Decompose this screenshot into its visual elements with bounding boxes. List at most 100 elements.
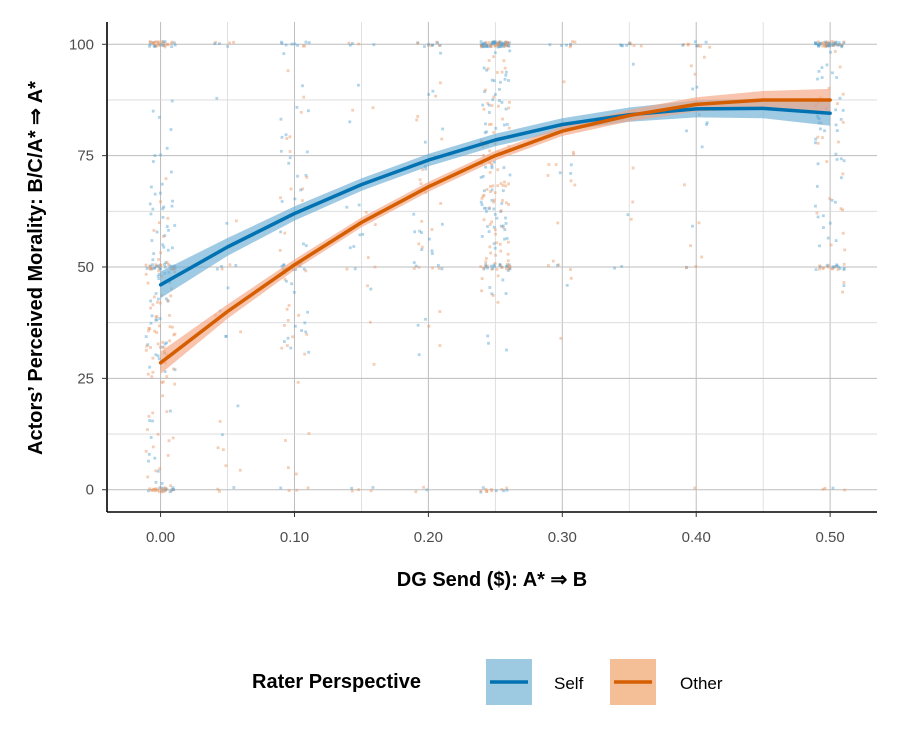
point-other: [228, 41, 232, 45]
point-self: [498, 40, 502, 44]
point-other: [569, 43, 572, 47]
point-self: [372, 43, 376, 47]
point-self: [153, 456, 157, 460]
point-self: [696, 44, 699, 48]
point-other: [151, 488, 155, 492]
point-self: [149, 212, 153, 216]
point-other: [357, 42, 361, 46]
point-other: [155, 315, 159, 319]
point-self: [835, 157, 839, 161]
point-other: [497, 41, 500, 45]
point-self: [837, 41, 841, 45]
point-other: [490, 267, 494, 271]
point-other: [304, 269, 308, 273]
point-other: [439, 81, 442, 85]
point-other: [629, 42, 633, 46]
point-self: [493, 212, 497, 216]
point-self: [816, 215, 820, 219]
point-self: [842, 266, 846, 270]
point-other: [479, 265, 483, 268]
point-other: [507, 264, 511, 268]
point-self: [414, 264, 418, 268]
point-other: [166, 42, 169, 46]
point-self: [226, 45, 230, 48]
point-self: [420, 231, 424, 235]
point-self: [280, 264, 284, 268]
point-self: [498, 264, 502, 267]
point-self: [827, 43, 831, 47]
point-other: [156, 342, 160, 346]
point-other: [440, 137, 444, 141]
point-other: [172, 488, 175, 491]
point-self: [499, 45, 503, 48]
point-self: [482, 45, 485, 49]
point-self: [814, 204, 817, 208]
point-self: [427, 42, 431, 46]
point-self: [695, 85, 699, 89]
point-other: [496, 184, 500, 188]
point-other: [505, 486, 509, 490]
point-other: [438, 310, 442, 313]
point-self: [508, 267, 512, 271]
point-other: [501, 117, 504, 121]
point-self: [814, 41, 817, 45]
point-self: [498, 45, 502, 49]
point-self: [483, 131, 487, 135]
point-other: [507, 267, 511, 271]
point-other: [305, 332, 309, 336]
point-self: [301, 84, 304, 88]
point-other: [297, 313, 301, 317]
point-self: [502, 45, 506, 48]
point-other: [837, 43, 841, 47]
point-self: [173, 224, 177, 227]
point-self: [149, 436, 153, 439]
point-other: [569, 268, 572, 271]
point-other: [830, 267, 834, 271]
point-other: [490, 104, 494, 107]
point-self: [492, 207, 496, 211]
point-other: [484, 264, 488, 268]
point-self: [292, 290, 296, 294]
point-other: [487, 123, 491, 126]
point-other: [168, 339, 172, 343]
point-other: [166, 43, 170, 47]
point-self: [499, 42, 503, 46]
point-self: [482, 41, 486, 45]
point-other: [488, 44, 492, 47]
point-self: [290, 42, 294, 46]
point-self: [492, 160, 496, 164]
point-other: [158, 301, 162, 305]
point-self: [483, 45, 487, 49]
point-self: [161, 215, 165, 219]
point-self: [815, 184, 819, 188]
point-self: [287, 161, 291, 165]
point-other: [836, 102, 839, 106]
point-other: [489, 185, 492, 188]
point-self: [822, 226, 825, 229]
point-other: [172, 367, 175, 371]
point-other: [482, 107, 486, 111]
point-self: [481, 42, 485, 46]
fit-line-self: [158, 106, 832, 287]
point-other: [289, 187, 293, 191]
point-other: [489, 251, 493, 255]
point-other: [685, 266, 688, 270]
point-self: [215, 267, 219, 271]
point-other: [149, 267, 152, 271]
point-other: [497, 40, 501, 44]
point-other: [280, 346, 284, 350]
point-self: [838, 267, 842, 270]
point-other: [499, 209, 503, 213]
point-other: [826, 42, 830, 46]
point-other: [285, 307, 289, 311]
point-self: [163, 370, 167, 373]
point-self: [620, 265, 624, 268]
point-self: [148, 419, 152, 422]
point-other: [559, 336, 563, 340]
legend-key-other: [610, 659, 656, 705]
point-self: [161, 207, 165, 211]
point-other: [628, 41, 632, 45]
point-self: [492, 242, 496, 246]
point-other: [154, 40, 158, 44]
